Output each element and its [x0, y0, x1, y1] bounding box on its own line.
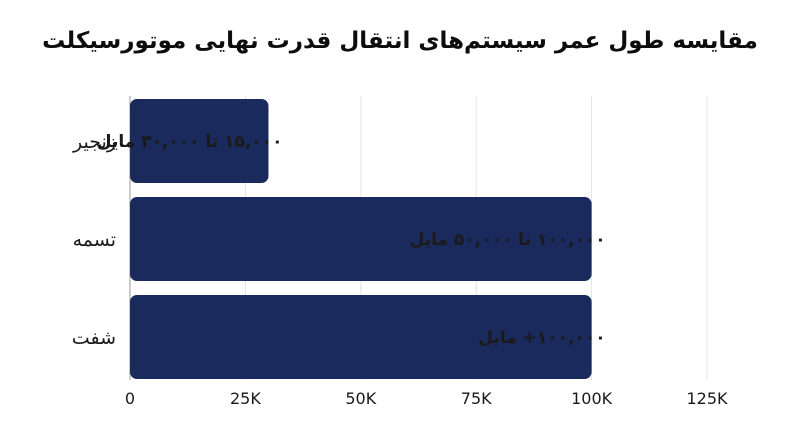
category-labels: زنجیر تسمه شفت: [72, 131, 116, 349]
x-tick-label: 0: [125, 389, 135, 408]
bars: [130, 99, 592, 379]
data-labels: ۱۵,۰۰۰ تا ۳۰,۰۰۰ مایل ۱۰۰,۰۰۰ تا ۵۰,۰۰۰ م…: [97, 132, 606, 348]
x-tick-label: 75K: [461, 389, 492, 408]
data-label: ۱۰۰,۰۰۰ تا ۵۰,۰۰۰ مایل: [410, 230, 606, 250]
bar: [130, 197, 592, 281]
category-label: تسمه: [73, 229, 116, 251]
data-label: ۱۰۰,۰۰۰+ مایل: [478, 328, 605, 348]
x-tick-label: 100K: [571, 389, 613, 408]
x-tick-label: 50K: [345, 389, 376, 408]
bar: [130, 99, 269, 183]
category-label: شفت: [72, 327, 116, 349]
x-tick-label: 25K: [230, 389, 261, 408]
x-tick-label: 125K: [686, 389, 728, 408]
x-axis-tick-labels: 0 25K 50K 75K 100K 125K: [125, 389, 728, 408]
category-label: زنجیر: [72, 131, 116, 153]
data-label: ۱۵,۰۰۰ تا ۳۰,۰۰۰ مایل: [97, 132, 283, 152]
bar: [130, 295, 592, 379]
chart-title: مقایسه طول عمر سیستم‌های انتقال قدرت نها…: [42, 28, 758, 54]
